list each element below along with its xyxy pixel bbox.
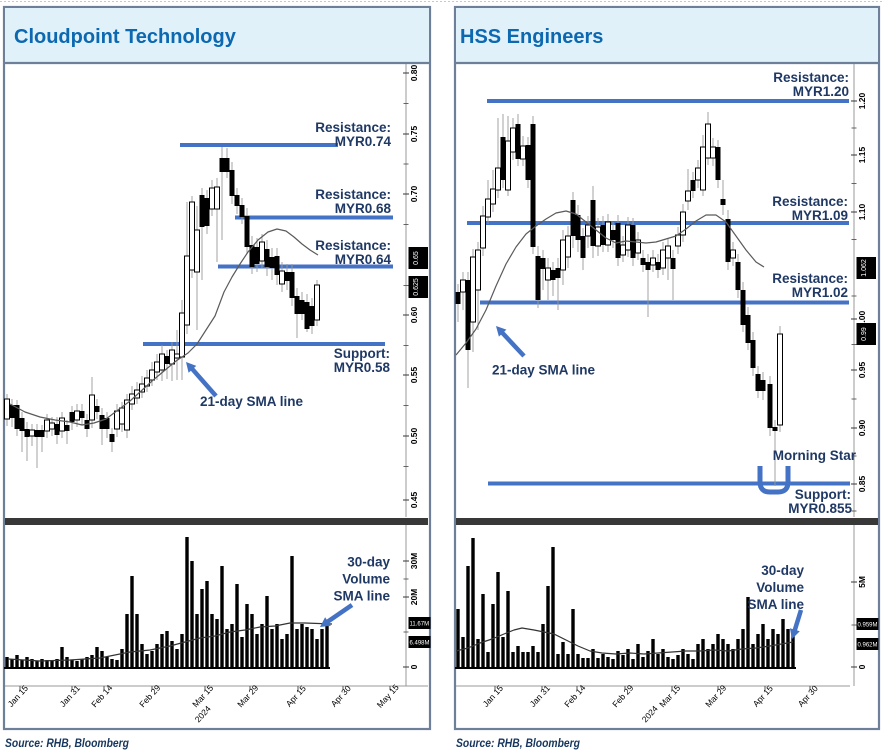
svg-text:1.20: 1.20 (857, 92, 867, 109)
svg-text:Cloudpoint Technology: Cloudpoint Technology (14, 26, 237, 48)
svg-text:11.67M: 11.67M (410, 622, 430, 628)
svg-text:MYR1.20: MYR1.20 (793, 84, 849, 99)
svg-text:0.99: 0.99 (861, 327, 868, 341)
svg-text:Resistance:: Resistance: (772, 271, 848, 286)
svg-text:Volume: Volume (342, 572, 390, 587)
svg-text:Volume: Volume (756, 580, 804, 595)
svg-text:MYR1.09: MYR1.09 (792, 208, 848, 223)
svg-text:MYR0.64: MYR0.64 (335, 252, 392, 267)
svg-text:Source: RHB, Bloomberg: Source: RHB, Bloomberg (456, 736, 580, 750)
svg-text:0.65: 0.65 (413, 251, 420, 265)
svg-text:0: 0 (409, 664, 419, 669)
svg-text:21-day SMA line: 21-day SMA line (200, 394, 304, 409)
svg-text:0.70: 0.70 (409, 185, 419, 202)
svg-text:0.80: 0.80 (409, 64, 419, 81)
svg-text:0.959M: 0.959M (858, 623, 878, 629)
svg-text:1.062: 1.062 (861, 259, 868, 277)
svg-text:Resistance:: Resistance: (772, 194, 848, 209)
svg-text:Resistance:: Resistance: (773, 70, 849, 85)
svg-text:0.60: 0.60 (409, 306, 419, 323)
svg-text:30-day: 30-day (761, 563, 804, 578)
svg-text:MYR0.58: MYR0.58 (334, 360, 391, 375)
svg-text:Support:: Support: (795, 487, 851, 502)
svg-text:MYR0.855: MYR0.855 (788, 501, 852, 516)
svg-text:0.95: 0.95 (857, 361, 867, 378)
svg-text:MYR1.02: MYR1.02 (792, 285, 848, 300)
svg-text:0.90: 0.90 (857, 419, 867, 436)
svg-text:Resistance:: Resistance: (315, 238, 391, 253)
svg-text:0.45: 0.45 (409, 491, 419, 508)
svg-text:1.15: 1.15 (857, 146, 867, 163)
svg-text:0.962M: 0.962M (858, 643, 878, 649)
svg-text:6.498M: 6.498M (410, 641, 430, 647)
svg-text:21-day SMA line: 21-day SMA line (492, 363, 596, 378)
svg-text:MYR0.74: MYR0.74 (335, 134, 392, 149)
svg-text:0.55: 0.55 (409, 366, 419, 383)
svg-text:0.85: 0.85 (857, 475, 867, 492)
svg-text:0.625: 0.625 (413, 278, 420, 296)
svg-text:0.75: 0.75 (409, 125, 419, 142)
svg-text:SMA line: SMA line (333, 589, 390, 604)
svg-text:30-day: 30-day (347, 555, 390, 570)
svg-text:Support:: Support: (334, 346, 390, 361)
svg-text:5M: 5M (857, 576, 867, 588)
svg-text:1.00: 1.00 (857, 310, 867, 327)
svg-text:Resistance:: Resistance: (315, 120, 391, 135)
svg-text:30M: 30M (409, 553, 419, 570)
svg-text:Morning Star: Morning Star (773, 448, 857, 463)
svg-text:0.50: 0.50 (409, 427, 419, 444)
svg-text:20M: 20M (409, 589, 419, 606)
svg-text:MYR0.68: MYR0.68 (335, 201, 392, 216)
svg-text:HSS Engineers: HSS Engineers (460, 26, 603, 48)
svg-text:1.10: 1.10 (857, 203, 867, 220)
svg-text:Source: RHB, Bloomberg: Source: RHB, Bloomberg (5, 736, 129, 750)
svg-text:0: 0 (857, 664, 867, 669)
svg-text:SMA line: SMA line (747, 597, 804, 612)
svg-text:Resistance:: Resistance: (315, 187, 391, 202)
